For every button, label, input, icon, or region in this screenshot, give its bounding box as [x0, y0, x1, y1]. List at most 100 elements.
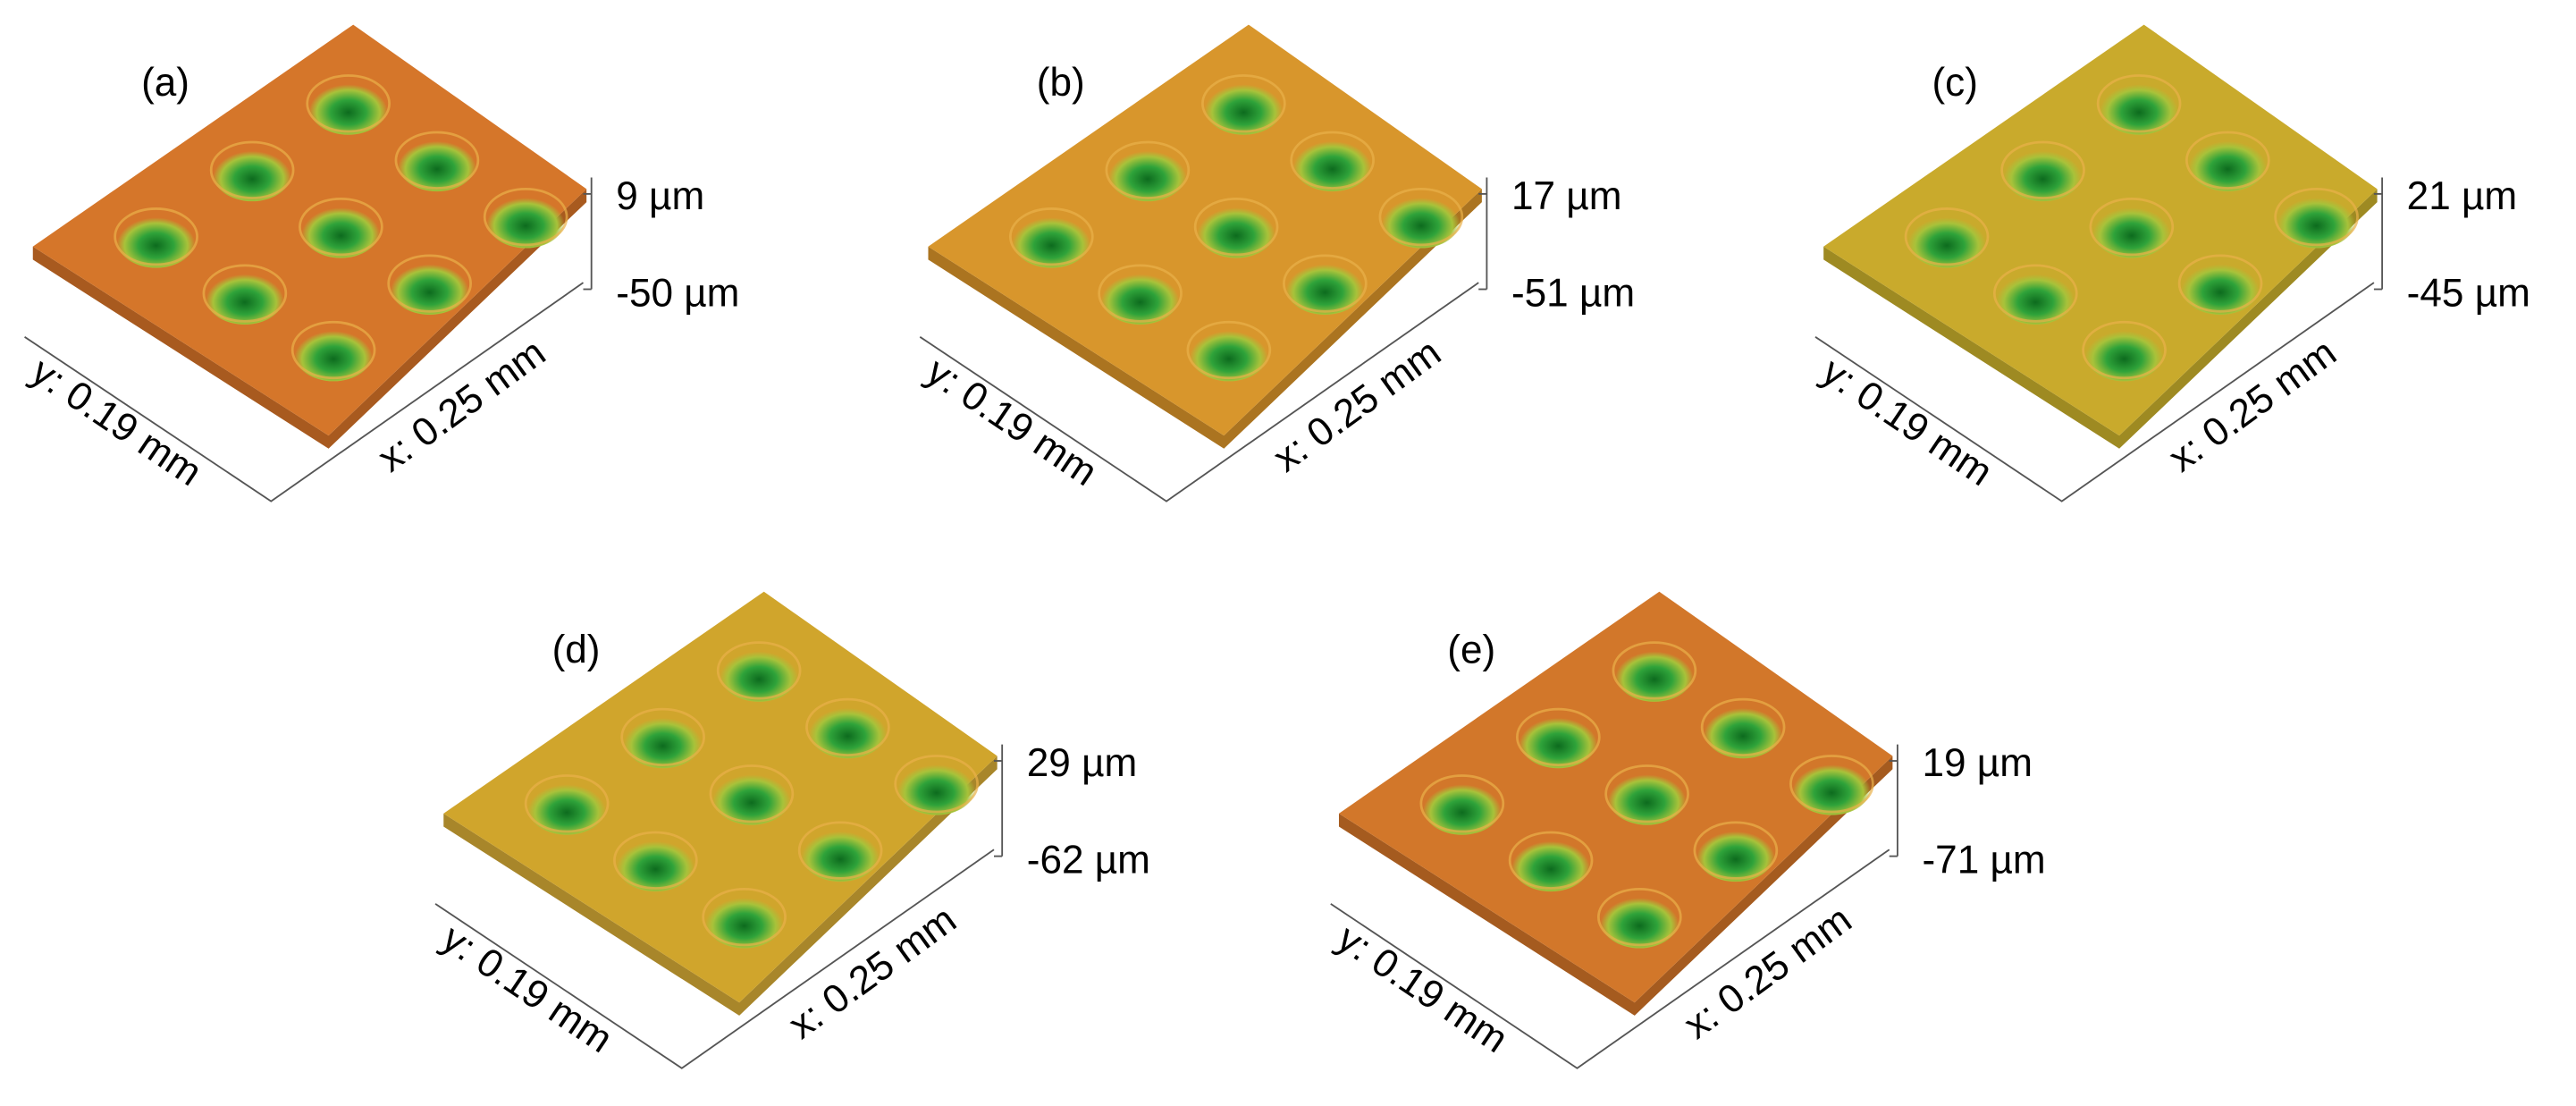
surface-dimple — [397, 135, 477, 192]
y-axis-label: y: 0.19 mm — [1814, 350, 2000, 495]
surface-dimple — [1607, 769, 1687, 825]
surface-dimple — [390, 258, 469, 315]
surface-dimple — [1381, 192, 1461, 249]
panel-label: (c) — [1932, 61, 1978, 105]
panel-label: (b) — [1037, 61, 1085, 105]
dimple-rim — [1612, 641, 1697, 700]
surface-dimple — [2099, 79, 2179, 135]
surface-panel: (c)21 µm-45 µmy: 0.19 mm x: 0.25 mm — [1814, 24, 2530, 502]
dimple-rim — [805, 697, 890, 756]
y-axis-label: y: 0.19 mm — [1329, 916, 1515, 1062]
surface-dimple — [2003, 145, 2083, 202]
surface-dimple — [308, 79, 388, 135]
dimple-rim — [394, 131, 480, 190]
panel-label: (d) — [552, 628, 601, 671]
surface-dimple — [301, 202, 381, 258]
surface-dimple — [1285, 258, 1365, 315]
z-min-label: -50 µm — [616, 272, 739, 316]
dimple-rim — [202, 264, 288, 323]
dimple-rim — [1193, 198, 1279, 257]
surface-dimple — [1422, 779, 1502, 835]
dimple-rim — [114, 207, 198, 266]
dimple-rim — [306, 74, 391, 133]
surface-dimple — [1107, 145, 1187, 202]
surface-dimple — [527, 779, 607, 835]
surface-dimple — [2092, 202, 2171, 258]
surface-panel: (d)29 µm-62 µmy: 0.19 mm x: 0.25 mm — [434, 591, 1150, 1069]
surface-dimple — [720, 646, 799, 702]
surface-dimple — [2188, 135, 2268, 192]
surface-side — [928, 189, 1482, 449]
surface-dimple — [116, 212, 196, 268]
dimple-rim — [1008, 207, 1094, 266]
surface-dimple — [1511, 835, 1591, 892]
z-max-label: 9 µm — [616, 174, 704, 218]
dimple-rim — [2274, 188, 2359, 247]
axis-frame — [24, 282, 585, 502]
surface-dimple — [294, 325, 374, 382]
surface-dimple — [1196, 202, 1276, 258]
dimple-rim — [702, 887, 787, 947]
dimple-rim — [1283, 254, 1368, 313]
dimple-rim — [1992, 264, 2078, 323]
surface-dimple — [1519, 712, 1598, 769]
surface-dimple — [1907, 212, 1987, 268]
dimple-rim — [2177, 254, 2263, 313]
dimple-rim — [1201, 74, 1286, 133]
surface-dimple — [2277, 192, 2356, 249]
surface-dimple — [1696, 825, 1775, 882]
dimple-rim — [1597, 887, 1682, 947]
surface-dimple — [1292, 135, 1372, 192]
z-min-label: -71 µm — [1922, 839, 2045, 882]
surface-dimple — [623, 712, 703, 769]
z-max-label: 21 µm — [2407, 174, 2517, 218]
dimple-rim — [2185, 131, 2270, 190]
axis-frame — [434, 848, 995, 1069]
surface-dimple — [1704, 702, 1783, 759]
y-axis-label: y: 0.19 mm — [919, 350, 1105, 495]
surface-dimple — [213, 145, 292, 202]
surface-panel: (a)9 µm-50 µmy: 0.19 mm x: 0.25 mm — [23, 24, 739, 502]
surface-dimple — [486, 192, 566, 249]
surface-dimple — [711, 769, 792, 825]
surface-dimple — [1996, 268, 2075, 325]
surface-dimple — [1792, 759, 1872, 815]
dimple-rim — [387, 254, 472, 313]
z-min-label: -51 µm — [1511, 272, 1635, 316]
dimple-rim — [1789, 755, 1874, 814]
panel-label: (e) — [1447, 628, 1495, 671]
y-axis-label: y: 0.19 mm — [23, 350, 209, 495]
dimple-rim — [524, 774, 610, 833]
surface-dimple — [205, 268, 284, 325]
dimple-rim — [1508, 831, 1594, 890]
surface-dimple — [897, 759, 976, 815]
dimple-rim — [1290, 131, 1375, 190]
surface-panel: (b)17 µm-51 µmy: 0.19 mm x: 0.25 mm — [919, 24, 1635, 502]
dimple-rim — [716, 641, 802, 700]
surface-dimple — [808, 702, 888, 759]
dimple-rim — [1419, 774, 1505, 833]
dimple-rim — [2082, 320, 2167, 380]
dimple-rim — [209, 140, 295, 199]
z-min-label: -62 µm — [1027, 839, 1150, 882]
dimple-rim — [1904, 207, 1990, 266]
surface-dimple — [801, 825, 880, 882]
y-axis-label: y: 0.19 mm — [434, 916, 620, 1062]
surface-side — [1823, 189, 2378, 449]
dimple-rim — [2089, 198, 2175, 257]
dimple-rim — [299, 198, 383, 257]
dimple-rim — [1516, 707, 1601, 766]
dimple-rim — [613, 831, 698, 890]
surface-dimple — [1204, 79, 1284, 135]
surface-dimple — [616, 835, 695, 892]
dimple-rim — [1700, 697, 1786, 756]
z-max-label: 29 µm — [1027, 741, 1137, 785]
dimple-rim — [1378, 188, 1464, 247]
surface-dimple — [1614, 646, 1694, 702]
panel-label: (a) — [141, 61, 189, 105]
surface-side — [32, 189, 587, 449]
z-max-label: 19 µm — [1922, 741, 2032, 785]
dimple-rim — [483, 188, 568, 247]
surface-dimple — [704, 892, 784, 949]
dimple-rim — [1105, 140, 1191, 199]
